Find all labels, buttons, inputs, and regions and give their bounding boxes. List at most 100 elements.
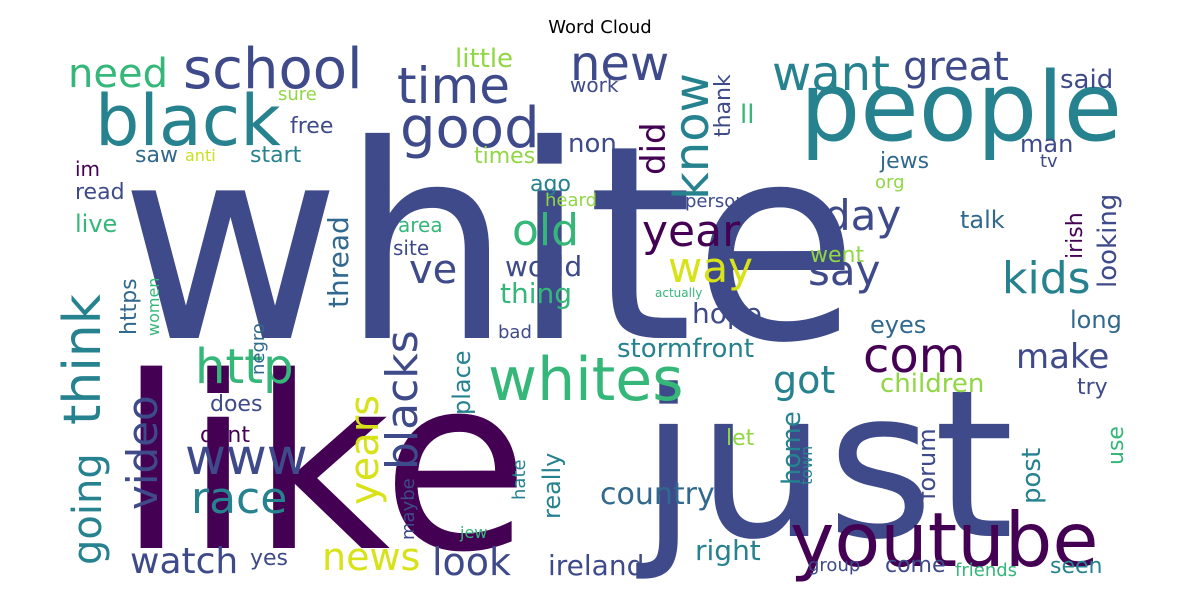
word-youtube: youtube bbox=[790, 496, 1099, 584]
word-people: people bbox=[800, 53, 1122, 163]
word-school: school bbox=[183, 37, 363, 102]
word-went: went bbox=[810, 243, 864, 268]
word-going: going bbox=[65, 453, 111, 565]
word-tv: tv bbox=[1040, 151, 1058, 172]
word-live: live bbox=[75, 210, 117, 238]
word-group: group bbox=[808, 555, 860, 576]
word-area: area bbox=[398, 213, 443, 237]
word-need: need bbox=[68, 51, 168, 97]
word-org: org bbox=[875, 172, 905, 193]
word-jew: jew bbox=[459, 523, 487, 542]
word-make: make bbox=[1016, 337, 1109, 377]
word-right: right bbox=[695, 534, 761, 567]
word-dont: dont bbox=[200, 423, 250, 448]
word-video: video bbox=[118, 395, 167, 510]
word-got: got bbox=[773, 358, 835, 402]
word-year: year bbox=[642, 206, 741, 257]
word-blacks: blacks bbox=[377, 330, 428, 470]
word-little: little bbox=[455, 44, 513, 74]
word-work: work bbox=[570, 73, 619, 97]
word-looking: looking bbox=[1093, 194, 1123, 288]
word-does: does bbox=[210, 392, 262, 417]
word-look: look bbox=[432, 540, 511, 584]
word-http: http bbox=[195, 339, 294, 395]
word-ago: ago bbox=[530, 172, 571, 197]
word-watch: watch bbox=[130, 541, 238, 582]
word-hate: hate bbox=[509, 459, 530, 500]
word-black: black bbox=[95, 80, 281, 162]
word-new: new bbox=[570, 36, 669, 92]
word-ireland: ireland bbox=[548, 549, 644, 582]
word-free: free bbox=[290, 114, 333, 139]
word-just: just bbox=[636, 347, 1014, 585]
word-home: home bbox=[777, 411, 807, 485]
word-place: place bbox=[448, 350, 476, 415]
word-try: try bbox=[1077, 375, 1108, 400]
word-com: com bbox=[863, 328, 966, 384]
word-want: want bbox=[772, 46, 890, 102]
word-great: great bbox=[903, 44, 1009, 90]
word-good: good bbox=[400, 96, 540, 161]
word-news: news bbox=[322, 535, 420, 579]
word-thing: thing bbox=[500, 277, 572, 310]
word-town: town bbox=[797, 446, 816, 485]
word-talk: talk bbox=[960, 206, 1005, 234]
word-bad: bad bbox=[498, 322, 532, 343]
word-seen: seen bbox=[1050, 554, 1102, 579]
word-come: come bbox=[885, 553, 946, 578]
word-non: non bbox=[568, 129, 617, 159]
word-im: im bbox=[75, 157, 100, 181]
word-did: did bbox=[634, 122, 674, 175]
word-say: say bbox=[808, 246, 880, 295]
word-women: women bbox=[144, 278, 163, 336]
word-read: read bbox=[75, 180, 125, 205]
word-irish: irish bbox=[1063, 212, 1088, 259]
chart-title: Word Cloud bbox=[548, 17, 652, 38]
word-saw: saw bbox=[135, 143, 178, 168]
word-let: let bbox=[726, 426, 755, 451]
word-sure: sure bbox=[278, 84, 317, 105]
word-white: white bbox=[120, 87, 859, 402]
word-way: way bbox=[668, 243, 753, 292]
word-said: said bbox=[1060, 65, 1113, 95]
word-https: https bbox=[117, 278, 142, 335]
word-eyes: eyes bbox=[870, 311, 926, 339]
word-thank: thank bbox=[711, 74, 736, 137]
word-kids: kids bbox=[1002, 253, 1091, 304]
word-actually: actually bbox=[655, 286, 702, 300]
word-time: time bbox=[397, 57, 510, 115]
word-ll: ll bbox=[740, 100, 754, 130]
word-think: think bbox=[53, 294, 113, 425]
word-forum: forum bbox=[913, 428, 941, 500]
word-years: years bbox=[342, 395, 388, 505]
word-start: start bbox=[250, 143, 302, 168]
word-maybe: maybe bbox=[398, 478, 419, 540]
word-anti: anti bbox=[185, 146, 216, 165]
word-post: post bbox=[1017, 448, 1047, 504]
word-friends: friends bbox=[955, 560, 1017, 581]
word-old: old bbox=[512, 205, 579, 256]
word-negro: negro bbox=[248, 323, 269, 375]
word-thread: thread bbox=[322, 216, 355, 308]
word-day: day bbox=[824, 191, 901, 240]
word-yes: yes bbox=[250, 546, 288, 571]
word-children: children bbox=[880, 369, 984, 399]
word-world: world bbox=[505, 250, 582, 283]
word-person: person bbox=[685, 191, 747, 212]
word-know: know bbox=[664, 73, 720, 200]
word-whites: whites bbox=[488, 345, 683, 415]
word-www: www bbox=[185, 428, 308, 486]
word-ve: ve bbox=[409, 247, 457, 293]
word-race: race bbox=[191, 473, 287, 524]
word-like: like bbox=[118, 325, 529, 600]
word-jews: jews bbox=[879, 149, 929, 174]
word-use: use bbox=[1104, 426, 1129, 465]
word-really: really bbox=[538, 453, 566, 519]
word-stormfront: stormfront bbox=[617, 334, 754, 364]
word-hope: hope bbox=[692, 297, 762, 330]
word-man: man bbox=[1020, 130, 1073, 158]
word-site: site bbox=[393, 236, 429, 260]
word-country: country bbox=[600, 477, 715, 512]
word-times: times bbox=[474, 144, 535, 169]
